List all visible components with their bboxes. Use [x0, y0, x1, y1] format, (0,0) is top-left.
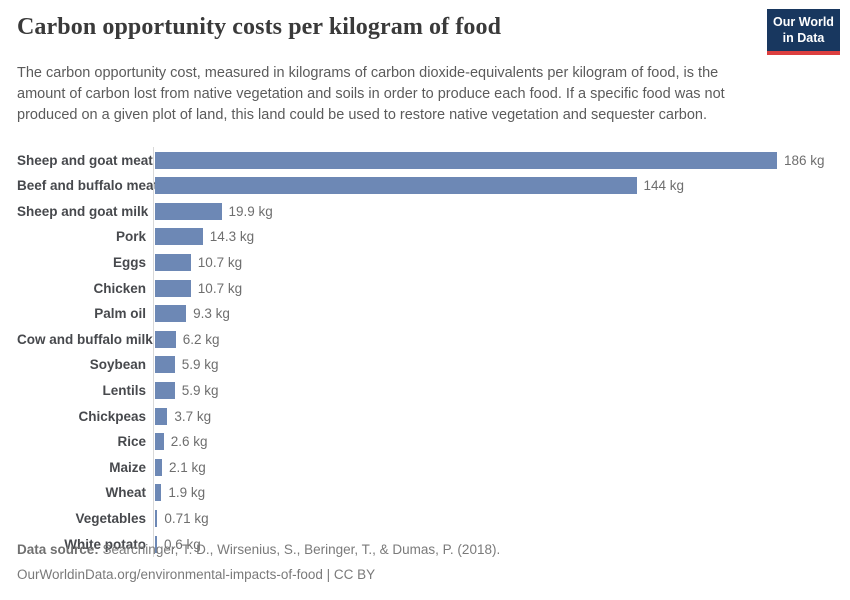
- bar-label: Palm oil: [94, 306, 146, 322]
- bar-row: Soybean 5.9 kg: [17, 352, 850, 378]
- bar-rows: Sheep and goat meat 186 kg Beef and buffal…: [17, 147, 850, 557]
- bar-area: 9.3 kg: [153, 300, 850, 327]
- bar-area: 3.7 kg: [153, 403, 850, 429]
- bar-row: Cow and buffalo milk 6.2 kg: [17, 326, 850, 353]
- bar-label: Maize: [109, 459, 146, 475]
- datasource-label: Data source:: [17, 542, 99, 558]
- bar[interactable]: [155, 228, 203, 246]
- bar-area: 186 kg: [153, 147, 850, 173]
- bar[interactable]: [155, 433, 164, 451]
- owid-logo-line1: Our World: [773, 15, 834, 29]
- bar-row: Sheep and goat milk 19.9 kg: [17, 198, 850, 225]
- bar-value-label: 19.9 kg: [228, 203, 273, 219]
- bar[interactable]: [155, 535, 157, 553]
- bar-row: Palm oil 9.3 kg: [17, 300, 850, 327]
- footer: Data source: Searchinger, T. D., Wirseni…: [17, 538, 500, 587]
- bar[interactable]: [155, 484, 162, 502]
- datasource-text: Searchinger, T. D., Wirsenius, S., Berin…: [98, 542, 501, 558]
- license-text: | CC BY: [322, 566, 376, 582]
- bar-value-label: 1.9 kg: [168, 485, 206, 501]
- bar[interactable]: [155, 458, 162, 476]
- bar[interactable]: [155, 381, 175, 399]
- bar[interactable]: [155, 356, 175, 374]
- bar-label: Lentils: [102, 382, 146, 398]
- bar-chart: Sheep and goat meat 186 kg Beef and buffal…: [17, 147, 850, 557]
- bar-label: Cow and buffalo milk: [17, 331, 153, 347]
- bar-row: Maize 2.1 kg: [17, 454, 850, 481]
- datasource-line: Data source: Searchinger, T. D., Wirseni…: [17, 538, 500, 562]
- bar-label: Rice: [117, 434, 146, 450]
- bar-area: 2.1 kg: [153, 454, 850, 481]
- bar-label: Beef and buffalo meat: [17, 178, 159, 194]
- bar-row: Eggs 10.7 kg: [17, 249, 850, 276]
- bar-area: 2.6 kg: [153, 428, 850, 455]
- bar-row: Vegetables 0.71 kg: [17, 505, 850, 532]
- owid-logo[interactable]: Our World in Data: [767, 9, 840, 56]
- bar-label: Sheep and goat meat: [17, 152, 153, 168]
- bar-value-label: 0.6 kg: [164, 536, 201, 552]
- bar-row: Wheat 1.9 kg: [17, 480, 850, 506]
- bar[interactable]: [155, 202, 222, 220]
- bar-value-label: 10.7 kg: [197, 280, 243, 296]
- owid-url-link[interactable]: OurWorldinData.org/environmental-impacts…: [17, 566, 323, 582]
- bar[interactable]: [155, 407, 168, 425]
- bar-area: 10.7 kg: [153, 275, 850, 301]
- bar-row: White potato 0.6 kg: [17, 531, 850, 557]
- bar-value-label: 0.71 kg: [164, 510, 209, 526]
- license-line: OurWorldinData.org/environmental-impacts…: [17, 563, 500, 587]
- bar-row: Pork 14.3 kg: [17, 224, 850, 250]
- bar-value-label: 9.3 kg: [193, 306, 230, 322]
- bar-value-label: 144 kg: [643, 178, 685, 194]
- bar-area: 10.7 kg: [153, 249, 850, 276]
- bar-value-label: 10.7 kg: [197, 254, 243, 270]
- bar-area: 0.6 kg: [153, 531, 850, 557]
- bar-label: Eggs: [112, 254, 146, 270]
- bar-row: Beef and buffalo meat 144 kg: [17, 172, 850, 199]
- bar-row: Chicken 10.7 kg: [17, 275, 850, 301]
- bar-label: Chickpeas: [78, 408, 146, 424]
- owid-logo-line2: in Data: [782, 30, 825, 45]
- bar[interactable]: [155, 279, 191, 297]
- bar-label: Chicken: [93, 280, 146, 296]
- bar-row: Sheep and goat meat 186 kg: [17, 147, 850, 173]
- bar-area: 6.2 kg: [153, 326, 850, 353]
- bar-label: White potato: [64, 536, 146, 552]
- bar-value-label: 6.2 kg: [182, 331, 220, 347]
- bar[interactable]: [155, 151, 777, 169]
- bar[interactable]: [155, 305, 187, 323]
- bar-area: 5.9 kg: [153, 352, 850, 378]
- bar-row: Chickpeas 3.7 kg: [17, 403, 850, 429]
- bar-value-label: 5.9 kg: [181, 357, 219, 373]
- bar-area: 0.71 kg: [153, 505, 850, 532]
- bar-value-label: 2.6 kg: [170, 434, 208, 450]
- bar-value-label: 2.1 kg: [169, 459, 206, 475]
- bar-area: 1.9 kg: [153, 480, 850, 506]
- bar-label: Sheep and goat milk: [17, 203, 149, 219]
- bar-value-label: 186 kg: [784, 152, 825, 168]
- bar-area: 5.9 kg: [153, 377, 850, 404]
- bar-label: Soybean: [89, 357, 146, 373]
- bar-value-label: 5.9 kg: [181, 382, 219, 398]
- bar-value-label: 14.3 kg: [209, 229, 255, 245]
- bar-label: Wheat: [105, 485, 147, 501]
- bar-row: Lentils 5.9 kg: [17, 377, 850, 404]
- bar-area: 144 kg: [153, 172, 850, 199]
- bar[interactable]: [155, 177, 637, 195]
- bar[interactable]: [155, 253, 191, 271]
- bar[interactable]: [155, 509, 158, 527]
- bar-row: Rice 2.6 kg: [17, 428, 850, 455]
- chart-title: Carbon opportunity costs per kilogram of…: [17, 14, 502, 40]
- bar-label: Vegetables: [75, 510, 146, 526]
- chart-subtitle: The carbon opportunity cost, measured in…: [17, 65, 725, 124]
- bar-label: Pork: [115, 229, 146, 245]
- bar-value-label: 3.7 kg: [174, 408, 212, 424]
- bar-area: 19.9 kg: [153, 198, 850, 225]
- header: Carbon opportunity costs per kilogram of…: [0, 0, 850, 56]
- bar-area: 14.3 kg: [153, 224, 850, 250]
- bar[interactable]: [155, 330, 176, 348]
